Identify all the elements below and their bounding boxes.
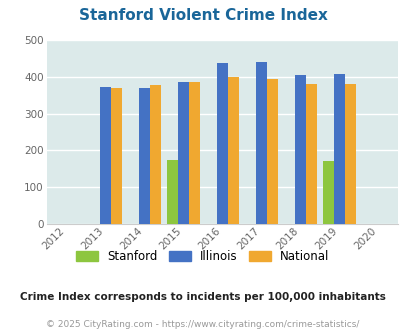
Bar bbox=[333, 74, 344, 224]
Bar bbox=[139, 88, 149, 224]
Bar bbox=[166, 160, 177, 224]
Bar bbox=[294, 75, 305, 224]
Bar bbox=[177, 82, 188, 224]
Bar bbox=[216, 62, 227, 224]
Bar bbox=[322, 161, 333, 224]
Bar bbox=[149, 85, 160, 224]
Bar bbox=[188, 82, 199, 224]
Text: Stanford Violent Crime Index: Stanford Violent Crime Index bbox=[79, 8, 326, 23]
Bar bbox=[305, 83, 316, 224]
Bar bbox=[227, 77, 238, 224]
Bar bbox=[266, 79, 277, 224]
Bar bbox=[111, 88, 122, 224]
Text: Crime Index corresponds to incidents per 100,000 inhabitants: Crime Index corresponds to incidents per… bbox=[20, 292, 385, 302]
Bar bbox=[100, 86, 111, 224]
Text: © 2025 CityRating.com - https://www.cityrating.com/crime-statistics/: © 2025 CityRating.com - https://www.city… bbox=[46, 320, 359, 329]
Legend: Stanford, Illinois, National: Stanford, Illinois, National bbox=[76, 250, 329, 263]
Bar bbox=[344, 83, 355, 224]
Bar bbox=[255, 62, 266, 224]
